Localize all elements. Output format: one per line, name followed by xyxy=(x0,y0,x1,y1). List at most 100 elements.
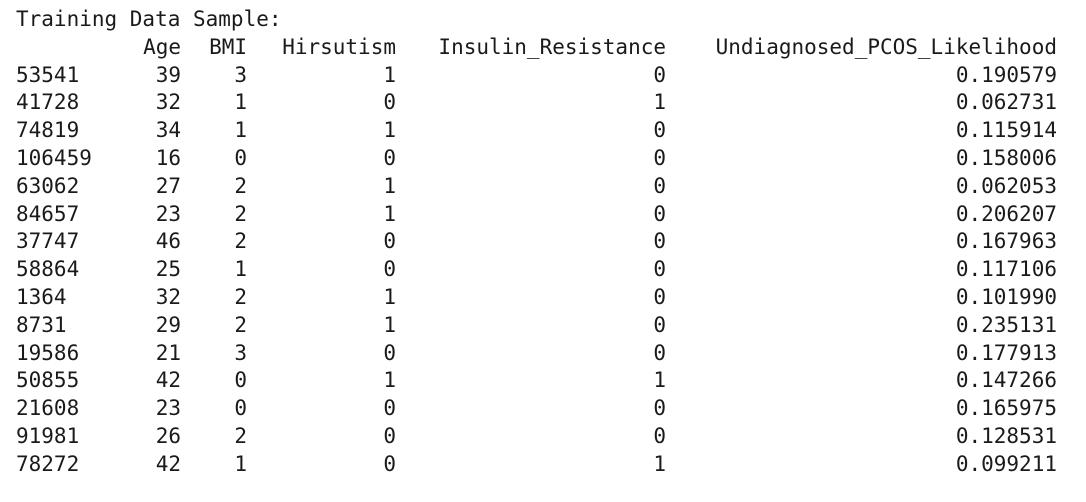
output-title: Training Data Sample: xyxy=(16,7,282,31)
cell-age: 42 xyxy=(155,451,181,476)
cell-hirsutism: 0 xyxy=(383,90,396,115)
cell-insulin-resistance: 1 xyxy=(653,451,666,476)
row-index: 21608 xyxy=(16,396,80,421)
cell-pcos-likelihood: 0.165975 xyxy=(955,396,1057,421)
table-row: 37747 46 2 0 0 0.167963 xyxy=(16,228,1076,256)
cell-age: 26 xyxy=(155,423,181,448)
cell-hirsutism: 0 xyxy=(383,145,396,170)
cell-bmi: 2 xyxy=(234,423,247,448)
cell-insulin-resistance: 0 xyxy=(653,284,666,309)
cell-bmi: 1 xyxy=(234,90,247,115)
cell-hirsutism: 1 xyxy=(383,173,396,198)
cell-age: 25 xyxy=(155,257,181,282)
cell-insulin-resistance: 0 xyxy=(653,145,666,170)
cell-hirsutism: 1 xyxy=(383,118,396,143)
row-index: 50855 xyxy=(16,368,80,393)
cell-insulin-resistance: 0 xyxy=(653,257,666,282)
cell-insulin-resistance: 0 xyxy=(653,201,666,226)
table-row: 53541 39 3 1 0 0.190579 xyxy=(16,62,1076,90)
table-row: 74819 34 1 1 0 0.115914 xyxy=(16,117,1076,145)
cell-bmi: 0 xyxy=(234,145,247,170)
column-header-age: Age xyxy=(143,34,181,59)
column-header-insulin-resistance: Insulin_Resistance xyxy=(438,34,666,59)
table-row: 19586 21 3 0 0 0.177913 xyxy=(16,340,1076,368)
cell-pcos-likelihood: 0.158006 xyxy=(955,145,1057,170)
cell-hirsutism: 0 xyxy=(383,423,396,448)
row-index: 58864 xyxy=(16,257,80,282)
cell-hirsutism: 1 xyxy=(383,62,396,87)
table-row: 8731 29 2 1 0 0.235131 xyxy=(16,312,1076,340)
table-row: 1364 32 2 1 0 0.101990 xyxy=(16,284,1076,312)
cell-bmi: 1 xyxy=(234,257,247,282)
cell-bmi: 0 xyxy=(234,368,247,393)
row-index: 63062 xyxy=(16,173,80,198)
cell-insulin-resistance: 0 xyxy=(653,62,666,87)
cell-pcos-likelihood: 0.177913 xyxy=(955,340,1057,365)
table-row: 106459 16 0 0 0 0.158006 xyxy=(16,145,1076,173)
cell-age: 32 xyxy=(155,284,181,309)
cell-bmi: 2 xyxy=(234,173,247,198)
cell-bmi: 1 xyxy=(234,451,247,476)
cell-pcos-likelihood: 0.099211 xyxy=(955,451,1057,476)
cell-bmi: 2 xyxy=(234,312,247,337)
column-header-hirsutism: Hirsutism xyxy=(282,34,396,59)
cell-hirsutism: 0 xyxy=(383,451,396,476)
row-index: 1364 xyxy=(16,284,67,309)
cell-pcos-likelihood: 0.062053 xyxy=(955,173,1057,198)
cell-pcos-likelihood: 0.115914 xyxy=(955,118,1057,143)
cell-hirsutism: 0 xyxy=(383,257,396,282)
cell-bmi: 2 xyxy=(234,284,247,309)
cell-insulin-resistance: 0 xyxy=(653,396,666,421)
cell-hirsutism: 1 xyxy=(383,284,396,309)
cell-hirsutism: 1 xyxy=(383,312,396,337)
table-row: 21608 23 0 0 0 0.165975 xyxy=(16,395,1076,423)
table-row: 50855 42 0 1 1 0.147266 xyxy=(16,367,1076,395)
cell-pcos-likelihood: 0.167963 xyxy=(955,229,1057,254)
table-row: 84657 23 2 1 0 0.206207 xyxy=(16,201,1076,229)
cell-bmi: 3 xyxy=(234,340,247,365)
column-header-bmi: BMI xyxy=(209,34,247,59)
cell-pcos-likelihood: 0.117106 xyxy=(955,257,1057,282)
cell-age: 23 xyxy=(155,396,181,421)
table-row: 78272 42 1 0 1 0.099211 xyxy=(16,451,1076,479)
cell-pcos-likelihood: 0.062731 xyxy=(955,90,1057,115)
column-header-pcos-likelihood: Undiagnosed_PCOS_Likelihood xyxy=(715,34,1057,59)
cell-age: 21 xyxy=(155,340,181,365)
cell-pcos-likelihood: 0.128531 xyxy=(955,423,1057,448)
cell-age: 34 xyxy=(155,118,181,143)
row-index: 91981 xyxy=(16,423,80,448)
cell-hirsutism: 0 xyxy=(383,340,396,365)
cell-bmi: 0 xyxy=(234,396,247,421)
cell-bmi: 2 xyxy=(234,201,247,226)
row-index: 74819 xyxy=(16,118,80,143)
cell-insulin-resistance: 0 xyxy=(653,312,666,337)
cell-pcos-likelihood: 0.235131 xyxy=(955,312,1057,337)
cell-age: 29 xyxy=(155,312,181,337)
cell-hirsutism: 1 xyxy=(383,201,396,226)
table-body: 53541 39 3 1 0 0.190579 41728 32 1 0 1 0.062731 7481… xyxy=(16,62,1076,479)
cell-hirsutism: 0 xyxy=(383,396,396,421)
cell-insulin-resistance: 1 xyxy=(653,90,666,115)
cell-age: 46 xyxy=(155,229,181,254)
table-row: 41728 32 1 0 1 0.062731 xyxy=(16,89,1076,117)
row-index: 37747 xyxy=(16,229,80,254)
cell-pcos-likelihood: 0.101990 xyxy=(955,284,1057,309)
cell-pcos-likelihood: 0.190579 xyxy=(955,62,1057,87)
row-index: 53541 xyxy=(16,62,80,87)
row-index: 19586 xyxy=(16,340,80,365)
cell-insulin-resistance: 0 xyxy=(653,340,666,365)
row-index: 84657 xyxy=(16,201,80,226)
table-row: 63062 27 2 1 0 0.062053 xyxy=(16,173,1076,201)
cell-insulin-resistance: 0 xyxy=(653,173,666,198)
cell-bmi: 3 xyxy=(234,62,247,87)
cell-age: 42 xyxy=(155,368,181,393)
cell-hirsutism: 0 xyxy=(383,229,396,254)
cell-pcos-likelihood: 0.147266 xyxy=(955,368,1057,393)
cell-insulin-resistance: 0 xyxy=(653,229,666,254)
cell-age: 32 xyxy=(155,90,181,115)
cell-pcos-likelihood: 0.206207 xyxy=(955,201,1057,226)
table-row: 58864 25 1 0 0 0.117106 xyxy=(16,256,1076,284)
cell-age: 23 xyxy=(155,201,181,226)
cell-insulin-resistance: 0 xyxy=(653,118,666,143)
cell-age: 27 xyxy=(155,173,181,198)
